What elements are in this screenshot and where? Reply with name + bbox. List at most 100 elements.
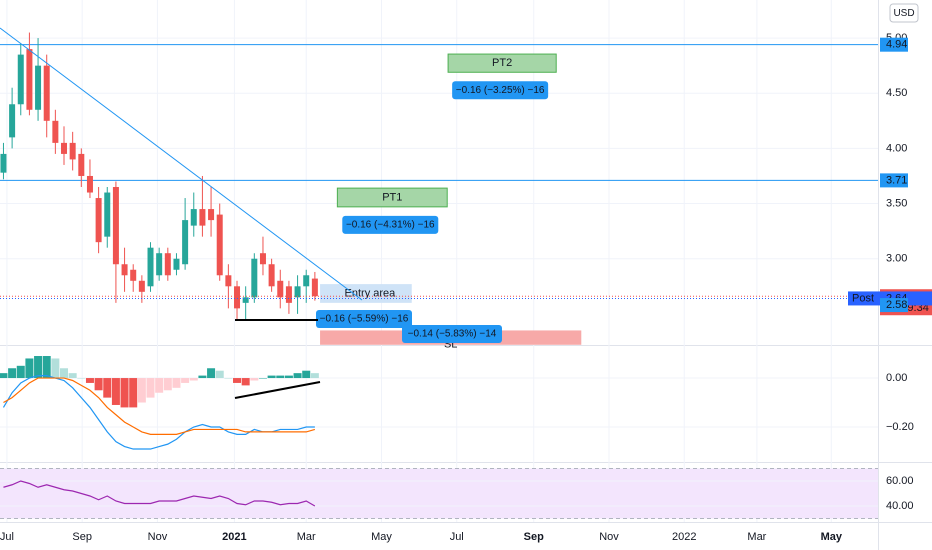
y-tick-label: 4.00 (886, 142, 907, 154)
candle-body (17, 54, 24, 105)
candle-body (164, 253, 171, 276)
x-tick-label: Jul (0, 531, 14, 543)
candle-body (86, 175, 93, 193)
candle-body (9, 104, 16, 138)
candle-body (78, 153, 85, 176)
candle-body (130, 269, 137, 281)
candle-body (234, 286, 241, 309)
y-tick-label: 60.00 (886, 475, 914, 487)
histogram-bar (267, 375, 276, 379)
currency-box[interactable] (889, 3, 919, 23)
measure-box (452, 81, 549, 100)
y-tick-label: 0.00 (886, 372, 907, 384)
candle-body (173, 258, 180, 270)
rsi-line (3, 480, 316, 507)
candle-body (35, 65, 42, 110)
histogram-bar (215, 370, 224, 379)
x-tick-label: Sep (72, 531, 92, 543)
histogram-bar (172, 378, 181, 388)
y-tick-label: 3.00 (886, 253, 907, 265)
macd-line (3, 377, 316, 435)
candle-body (303, 275, 310, 287)
histogram-bar (189, 378, 198, 381)
histogram-bar (207, 368, 216, 379)
histogram-bar (181, 378, 190, 383)
histogram-bar (25, 358, 34, 379)
histogram-bar (42, 356, 51, 379)
divergence-line (234, 381, 321, 399)
candle-body (208, 209, 215, 221)
rsi-band (0, 468, 878, 519)
histogram-bar (284, 375, 293, 379)
x-tick-label: Nov (599, 531, 619, 543)
x-tick-label: May (371, 531, 392, 543)
candle-body (138, 280, 145, 292)
histogram-bar (68, 373, 77, 379)
y-tick-label: 40.00 (886, 500, 914, 512)
measure-box (342, 215, 439, 234)
candle-body (225, 275, 232, 287)
histogram-bar (111, 378, 120, 405)
x-tick-label: May (821, 531, 843, 543)
histogram-bar (129, 378, 138, 408)
zone-box (447, 53, 557, 73)
histogram-bar (250, 378, 259, 381)
histogram-bar (155, 378, 164, 393)
histogram-bar (233, 378, 242, 383)
histogram-bar (60, 368, 69, 379)
histogram-bar (34, 356, 43, 379)
measure-label: −0.14 (−5.83%) −14 (408, 329, 497, 340)
level-label: 4.94 (886, 39, 907, 51)
x-tick-label: 2022 (672, 531, 696, 543)
histogram-bar (198, 375, 207, 379)
measure-box (402, 325, 502, 343)
candle-body (104, 192, 111, 237)
histogram-bar (310, 373, 319, 379)
candle-body (259, 253, 266, 265)
candle-body (251, 258, 258, 298)
y-tick-label: 3.50 (886, 197, 907, 209)
histogram-bar (302, 370, 311, 379)
candle-body (182, 220, 189, 265)
histogram-bar (103, 378, 112, 398)
histogram-bar (16, 365, 25, 379)
histogram-bar (146, 378, 155, 398)
zone-label: Entry area (345, 287, 397, 299)
post-name: Post (852, 292, 874, 304)
histogram-bar (293, 373, 302, 379)
histogram-bar (120, 378, 129, 408)
level-badge (880, 173, 908, 188)
x-tick-label: Jul (450, 531, 464, 543)
measure-label: −0.16 (−3.25%) −16 (456, 85, 545, 96)
x-tick-label: Sep (524, 531, 544, 543)
histogram-bar (0, 373, 8, 379)
histogram-bar (258, 378, 267, 379)
candle-body (285, 286, 292, 303)
candle-body (216, 214, 223, 276)
histogram-bar (224, 378, 233, 379)
histogram-bar (137, 378, 146, 403)
candle-body (121, 264, 128, 276)
measure-box (316, 310, 412, 328)
candle-body (112, 187, 119, 265)
candle-body (156, 253, 163, 276)
histogram-bar (77, 378, 86, 379)
histogram-bar (241, 378, 250, 386)
candle-body (242, 297, 249, 303)
candle-body (294, 286, 301, 298)
y-tick-label: 4.50 (886, 87, 907, 99)
y-tick-label: −0.20 (886, 421, 914, 433)
zone-box (336, 187, 448, 208)
candle-body (61, 142, 68, 154)
x-tick-label: Mar (297, 531, 316, 543)
measure-label: −0.16 (−4.31%) −16 (346, 220, 435, 231)
stop-label: 2.58 (886, 299, 907, 311)
x-tick-label: Nov (148, 531, 168, 543)
candle-body (190, 209, 197, 226)
histogram-bar (276, 375, 285, 379)
candle-body (311, 278, 318, 297)
candle-body (95, 198, 102, 243)
stop-badge (880, 298, 908, 313)
